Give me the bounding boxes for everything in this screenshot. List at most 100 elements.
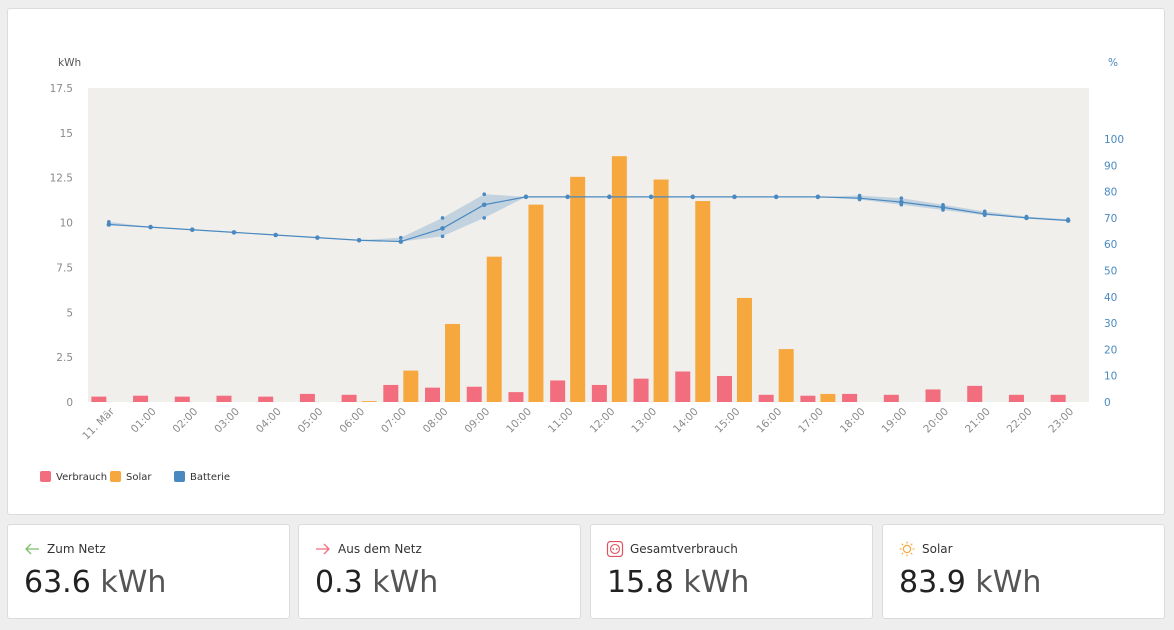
bar-verbrauch <box>133 395 149 402</box>
bar-verbrauch <box>299 393 315 402</box>
x-tick-label: 12:00 <box>588 406 618 436</box>
bar-verbrauch <box>800 395 816 402</box>
plot-area <box>88 88 1089 402</box>
battery-point <box>607 194 612 200</box>
x-tick-label: 11:00 <box>546 406 576 436</box>
x-tick-label: 10:00 <box>504 406 534 436</box>
battery-min-point <box>857 197 862 202</box>
y-right-tick-label: 40 <box>1104 292 1117 304</box>
legend-label: Verbrauch <box>56 472 107 483</box>
y-right-unit-label: % <box>1108 57 1118 69</box>
sun-icon <box>899 541 915 557</box>
stat-value: 0.3 kWh <box>315 565 439 600</box>
battery-max-point <box>982 209 987 214</box>
energy-chart-card: 0 2.5 5 7.5 10 12.5 15 17.5 kWh 0 10 20 30 40 50 60 70 80… <box>7 8 1165 515</box>
stat-value: 83.9 kWh <box>899 565 1042 600</box>
bar-solar <box>361 401 377 402</box>
battery-min-point <box>899 202 904 207</box>
battery-point <box>273 232 278 238</box>
y-left-tick-label: 2.5 <box>56 352 73 364</box>
legend-label: Batterie <box>190 472 230 483</box>
battery-max-point <box>857 193 862 198</box>
bar-verbrauch <box>675 371 691 402</box>
bar-verbrauch <box>258 396 274 402</box>
stat-label: Solar <box>922 542 953 556</box>
battery-point <box>773 194 779 200</box>
x-tick-label: 05:00 <box>296 406 326 436</box>
battery-min-point <box>440 234 445 239</box>
battery-max-point <box>107 220 111 224</box>
battery-point <box>356 237 362 243</box>
battery-point <box>523 194 529 200</box>
battery-point <box>481 202 487 208</box>
battery-max-point <box>1066 217 1070 222</box>
battery-point <box>315 235 320 240</box>
x-tick-label: 16:00 <box>754 406 784 436</box>
bar-verbrauch <box>633 378 649 402</box>
battery-point <box>940 205 946 210</box>
socket-icon <box>606 541 624 557</box>
x-tick-label: 22:00 <box>1005 406 1035 436</box>
battery-min-point <box>982 213 987 218</box>
y-right-tick-label: 10 <box>1104 371 1117 383</box>
legend-label: Solar <box>126 472 152 483</box>
battery-point <box>440 226 445 231</box>
stat-label: Aus dem Netz <box>338 542 422 556</box>
y-right-tick-label: 20 <box>1104 344 1117 356</box>
bar-solar <box>528 204 544 402</box>
stat-value: 63.6 kWh <box>24 565 167 600</box>
bar-verbrauch <box>425 387 441 402</box>
bar-verbrauch <box>383 384 399 402</box>
battery-point <box>106 222 112 227</box>
x-tick-label: 02:00 <box>171 406 201 436</box>
battery-max-point <box>440 216 445 220</box>
bar-solar <box>653 179 669 402</box>
x-tick-label: 08:00 <box>421 406 451 436</box>
bar-solar <box>695 201 711 402</box>
battery-point <box>565 194 570 200</box>
y-right-tick-label: 0 <box>1104 397 1111 409</box>
x-tick-label: 07:00 <box>379 406 409 436</box>
bar-solar <box>486 256 502 402</box>
bar-solar <box>445 323 461 402</box>
y-left-tick-label: 17.5 <box>50 83 73 95</box>
battery-min-point <box>941 208 945 212</box>
stat-card-solar: Solar 83.9 kWh <box>882 524 1165 619</box>
bar-solar <box>736 297 752 402</box>
y-left-tick-label: 0 <box>66 397 73 409</box>
bar-verbrauch <box>91 396 107 402</box>
bar-verbrauch <box>716 375 732 402</box>
bar-solar <box>820 393 836 402</box>
bar-solar <box>570 176 586 402</box>
y-left-tick-label: 5 <box>66 307 73 319</box>
battery-line <box>108 196 1069 243</box>
legend-swatch <box>110 471 121 482</box>
x-tick-label: 17:00 <box>796 406 826 436</box>
x-tick-label: 21:00 <box>963 406 993 436</box>
battery-max-point <box>482 192 487 197</box>
bar-verbrauch <box>1008 394 1024 402</box>
x-tick-label: 13:00 <box>629 406 659 436</box>
x-tick-label: 19:00 <box>880 406 910 436</box>
y-right-tick-label: 100 <box>1104 134 1124 146</box>
bar-verbrauch <box>758 394 774 402</box>
battery-point <box>732 194 737 200</box>
bar-verbrauch <box>508 392 524 402</box>
stat-value: 15.8 kWh <box>607 565 750 600</box>
y-right-tick-label: 70 <box>1104 213 1117 225</box>
y-left-tick-label: 12.5 <box>50 173 73 185</box>
battery-max-point <box>1024 214 1029 219</box>
bar-verbrauch <box>550 380 566 402</box>
bar-verbrauch <box>216 395 232 402</box>
bar-solar <box>403 370 419 402</box>
battery-point <box>690 194 696 200</box>
battery-point <box>231 230 237 235</box>
stat-label: Zum Netz <box>47 542 106 556</box>
x-tick-label: 03:00 <box>212 406 242 436</box>
y-right-tick-label: 60 <box>1104 239 1117 251</box>
battery-point <box>648 194 654 200</box>
battery-point <box>148 224 153 230</box>
legend-swatch <box>174 471 185 482</box>
bar-verbrauch <box>967 385 983 402</box>
x-tick-label: 18:00 <box>838 406 868 436</box>
